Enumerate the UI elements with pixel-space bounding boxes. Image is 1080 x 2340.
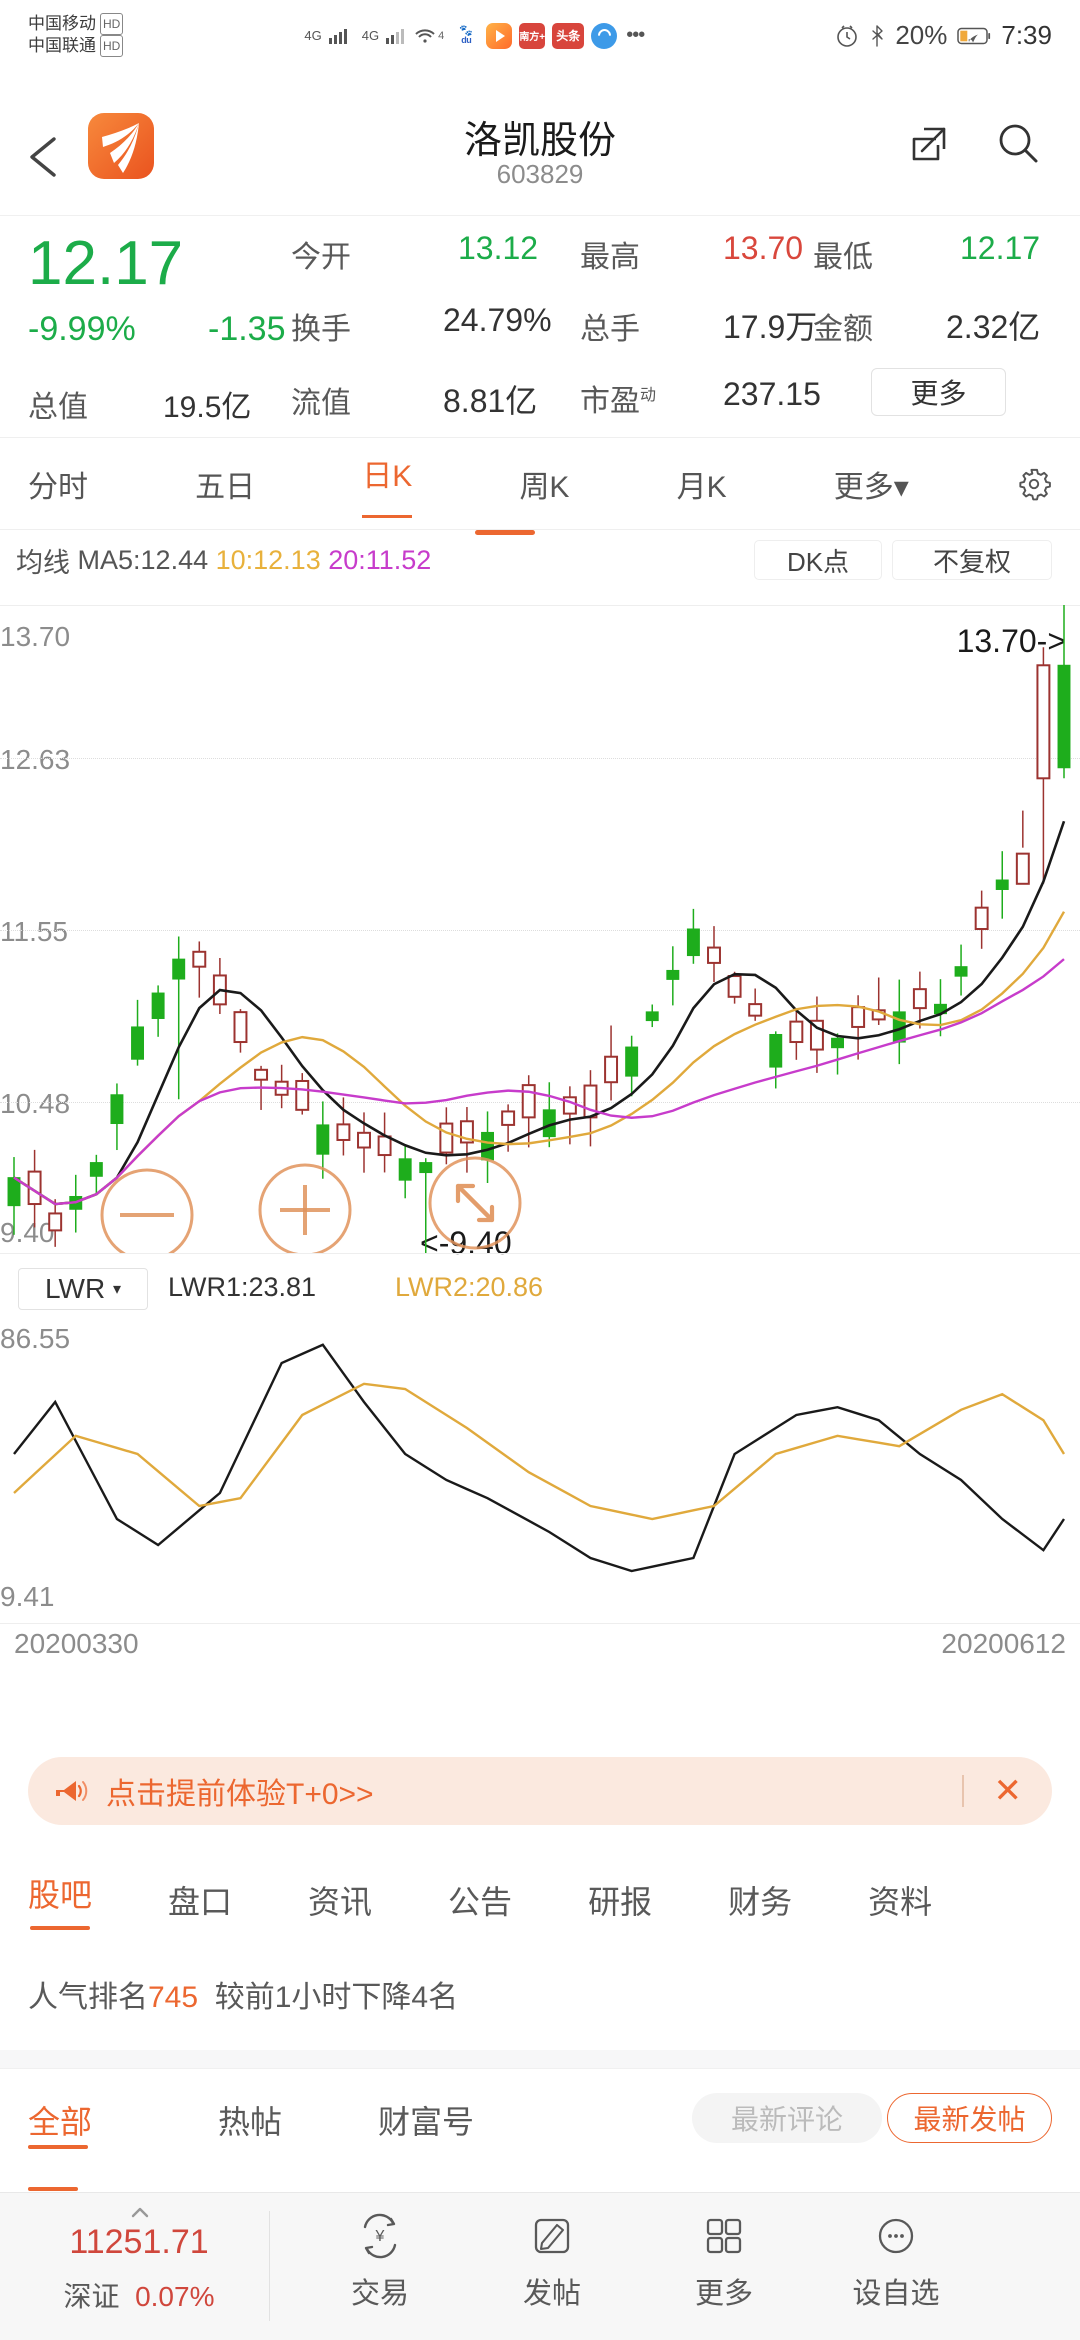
svg-text:¥: ¥ (375, 2228, 385, 2245)
